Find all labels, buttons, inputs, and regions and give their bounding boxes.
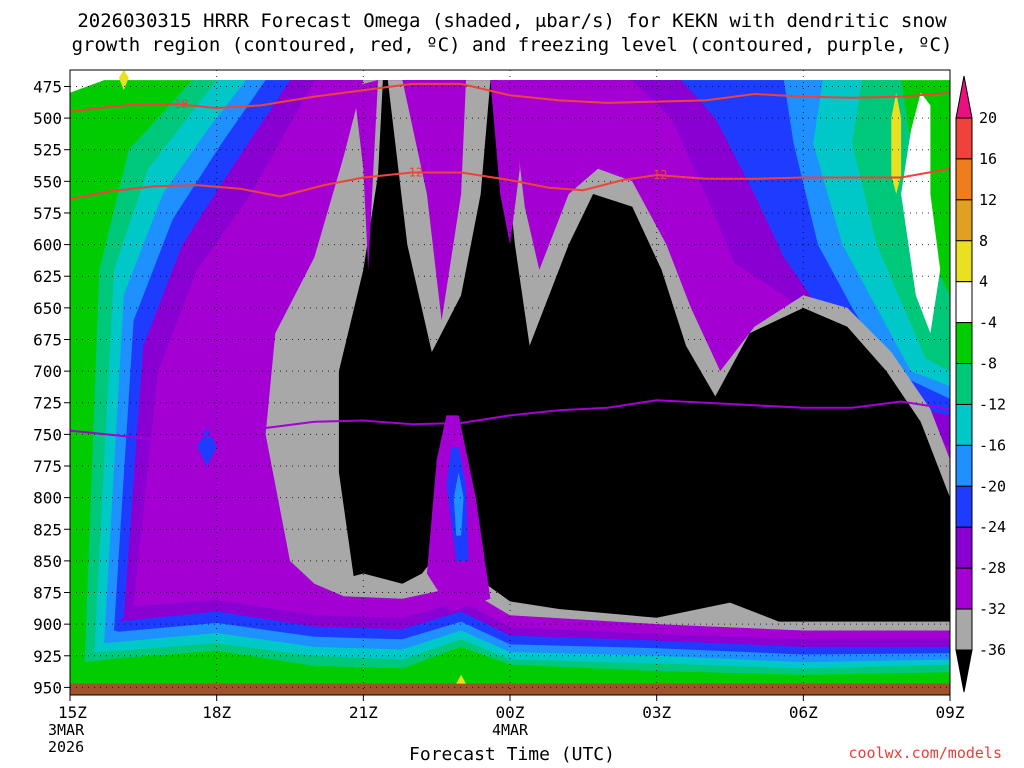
contour-label: -12 bbox=[646, 168, 668, 182]
y-tick-label: 600 bbox=[33, 236, 62, 255]
x-tick-label: 15Z bbox=[58, 703, 87, 722]
x-tick-label: 09Z bbox=[936, 703, 965, 722]
surface-band-fill bbox=[70, 683, 950, 695]
omega-feature bbox=[453, 472, 464, 536]
x-tick-label: 21Z bbox=[349, 703, 378, 722]
y-tick-label: 875 bbox=[33, 584, 62, 603]
y-axis: 475 500 525 550 575 600 625 650 675 700 725 750 775 8… bbox=[33, 77, 70, 697]
y-tick-label: 950 bbox=[33, 678, 62, 697]
colorbar-label: -36 bbox=[979, 641, 1006, 659]
colorbar-label: 16 bbox=[979, 150, 997, 168]
colorbar-bin bbox=[955, 322, 973, 365]
omega-feature bbox=[353, 80, 378, 270]
colorbar-label: -20 bbox=[979, 477, 1006, 495]
x-axis-title: Forecast Time (UTC) bbox=[409, 744, 615, 765]
x-tick-sublabel: 3MAR bbox=[48, 721, 85, 739]
contour-0 bbox=[70, 399, 950, 442]
y-tick-label: 900 bbox=[33, 615, 62, 634]
omega-region bbox=[338, 80, 950, 622]
contour-label: 0 bbox=[164, 434, 171, 448]
colorbar-bin bbox=[955, 363, 973, 405]
y-tick-label: 625 bbox=[33, 267, 62, 286]
chart-title-line2: growth region (contoured, red, ºC) and f… bbox=[71, 34, 953, 56]
omega-feature bbox=[118, 70, 129, 91]
omega-feature bbox=[197, 428, 217, 466]
y-tick-label: 800 bbox=[33, 489, 62, 508]
contour-label: -12 bbox=[401, 165, 423, 179]
colorbar-label: 20 bbox=[979, 109, 997, 127]
y-tick-label: 825 bbox=[33, 520, 62, 539]
colorbar-bottom-arrow bbox=[955, 649, 973, 693]
colorbar-bin bbox=[955, 608, 973, 651]
contour--18 bbox=[70, 82, 950, 113]
y-tick-label: 650 bbox=[33, 299, 62, 318]
colorbar-bin bbox=[955, 158, 973, 201]
colorbar-label: 12 bbox=[979, 191, 997, 209]
y-tick-label: 675 bbox=[33, 330, 62, 349]
site-credit: coolwx.com/models bbox=[848, 744, 1002, 762]
colorbar-label: -32 bbox=[979, 600, 1006, 618]
colorbar-label: -28 bbox=[979, 559, 1006, 577]
colorbar-bin bbox=[955, 240, 973, 283]
colorbar-bin bbox=[955, 444, 973, 487]
colorbar-bin bbox=[955, 117, 973, 160]
y-tick-label: 500 bbox=[33, 109, 62, 128]
y-tick-label: 525 bbox=[33, 141, 62, 160]
x-tick-label: 18Z bbox=[202, 703, 231, 722]
y-tick-label: 850 bbox=[33, 552, 62, 571]
omega-feature bbox=[490, 80, 520, 245]
colorbar-label: -16 bbox=[979, 436, 1006, 454]
colorbar-label: -8 bbox=[979, 355, 997, 373]
colorbar-label: -24 bbox=[979, 518, 1006, 536]
colorbar-bin bbox=[955, 199, 973, 242]
contour-label: -18 bbox=[167, 97, 189, 111]
y-tick-label: 475 bbox=[33, 77, 62, 96]
contour--12 bbox=[70, 167, 950, 200]
y-tick-label: 750 bbox=[33, 425, 62, 444]
y-tick-label: 700 bbox=[33, 362, 62, 381]
x-tick-label: 00Z bbox=[496, 703, 525, 722]
y-tick-label: 925 bbox=[33, 647, 62, 666]
colorbar-bin bbox=[955, 403, 973, 446]
colorbar-top-arrow bbox=[955, 75, 973, 119]
colorbar-label: -4 bbox=[979, 314, 997, 332]
colorbar-bin bbox=[955, 567, 973, 610]
x-tick-label: 03Z bbox=[642, 703, 671, 722]
x-tick-label: 06Z bbox=[789, 703, 818, 722]
y-tick-label: 725 bbox=[33, 394, 62, 413]
omega-feature bbox=[901, 92, 941, 334]
y-tick-label: 775 bbox=[33, 457, 62, 476]
y-tick-label: 575 bbox=[33, 204, 62, 223]
colorbar-label: 4 bbox=[979, 273, 988, 291]
omega-shading bbox=[70, 70, 950, 695]
colorbar-bin bbox=[955, 281, 973, 324]
temperature-contours: -18 -12 -12 0 bbox=[70, 82, 950, 448]
x-tick-sublabel: 2026 bbox=[48, 738, 84, 756]
surface-band bbox=[70, 683, 950, 695]
colorbar-bin bbox=[955, 485, 973, 528]
colorbar-label: 8 bbox=[979, 232, 988, 250]
colorbar-label: -12 bbox=[979, 395, 1006, 413]
colorbar-bin bbox=[955, 526, 973, 569]
y-tick-label: 550 bbox=[33, 172, 62, 191]
colorbar: 20 16 12 8 4 -4 -8 -12 -16 -20 -24 -28 -32 -36 bbox=[955, 75, 1006, 693]
chart-title-line1: 2026030315 HRRR Forecast Omega (shaded, … bbox=[77, 10, 947, 32]
x-tick-sublabel: 4MAR bbox=[492, 721, 529, 739]
